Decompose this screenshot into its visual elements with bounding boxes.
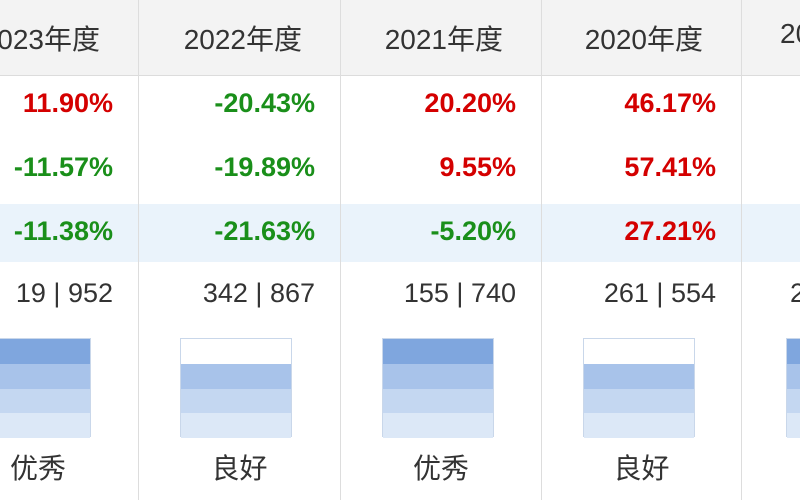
column-divider xyxy=(340,0,341,500)
quartile-segment xyxy=(383,413,493,438)
return-row-2: -11.57% xyxy=(13,152,113,182)
quartile-segment xyxy=(584,339,694,364)
quartile-bar xyxy=(583,338,695,438)
column-divider xyxy=(138,0,139,500)
rating-label: 良好 xyxy=(613,453,670,484)
quartile-segment xyxy=(0,363,90,389)
rank-cell: 342 | 867 xyxy=(202,278,315,308)
column-header[interactable]: 2021年度 xyxy=(384,24,503,55)
quartile-bar xyxy=(0,338,91,438)
quartile-segment xyxy=(584,413,694,438)
rank-cell: 19 | 952 xyxy=(15,278,113,308)
return-row-2: -19.89% xyxy=(214,152,315,182)
return-row-1: 11.90% xyxy=(22,88,113,118)
column-header[interactable]: 2020年度 xyxy=(584,24,703,55)
return-row-2: 9.55% xyxy=(439,152,516,182)
return-row-2: 57.41% xyxy=(624,152,716,182)
quartile-segment xyxy=(0,388,90,414)
rank-cell: 155 | 740 xyxy=(403,278,516,308)
quartile-bar xyxy=(786,338,800,438)
quartile-segment xyxy=(181,339,291,364)
quartile-bar xyxy=(180,338,292,438)
return-row-1: 20.20% xyxy=(424,88,516,118)
quartile-segment xyxy=(383,388,493,414)
year-column-partial: 20 2 xyxy=(742,0,800,500)
column-divider xyxy=(541,0,542,500)
rank-cell: 2 xyxy=(790,278,800,308)
quartile-segment xyxy=(787,363,800,389)
year-column-2023: 2023年度 11.90% -11.57% -11.38% 19 | 952 优… xyxy=(0,0,138,500)
column-header[interactable]: 20 xyxy=(780,18,800,49)
column-header[interactable]: 2022年度 xyxy=(183,24,302,55)
quartile-segment xyxy=(584,363,694,389)
return-row-3: -11.38% xyxy=(13,216,113,246)
return-row-3: 27.21% xyxy=(624,216,716,246)
return-row-3: -21.63% xyxy=(214,216,315,246)
return-row-1: 46.17% xyxy=(624,88,716,118)
rating-label: 良好 xyxy=(211,453,268,484)
quartile-bar xyxy=(382,338,494,438)
quartile-segment xyxy=(181,388,291,414)
quartile-segment xyxy=(383,363,493,389)
rank-cell: 261 | 554 xyxy=(603,278,716,308)
quartile-segment xyxy=(787,339,800,364)
quartile-segment xyxy=(787,413,800,438)
highlighted-row-background xyxy=(0,204,800,262)
header-row-background xyxy=(0,0,800,76)
quartile-segment xyxy=(584,388,694,414)
return-row-3: -5.20% xyxy=(430,216,516,246)
quartile-segment xyxy=(181,413,291,438)
quartile-segment xyxy=(0,413,90,438)
rating-label: 优秀 xyxy=(412,453,469,484)
quartile-segment xyxy=(787,388,800,414)
column-header[interactable]: 2023年度 xyxy=(0,24,100,55)
return-row-1: -20.43% xyxy=(214,88,315,118)
year-column-2020: 2020年度 46.17% 57.41% 27.21% 261 | 554 良好 xyxy=(542,0,741,500)
quartile-segment xyxy=(181,363,291,389)
column-divider xyxy=(741,0,742,500)
year-column-2021: 2021年度 20.20% 9.55% -5.20% 155 | 740 优秀 xyxy=(341,0,541,500)
rating-label: 优秀 xyxy=(9,453,66,484)
year-column-2022: 2022年度 -20.43% -19.89% -21.63% 342 | 867… xyxy=(139,0,340,500)
quartile-segment xyxy=(0,339,90,364)
quartile-segment xyxy=(383,339,493,364)
